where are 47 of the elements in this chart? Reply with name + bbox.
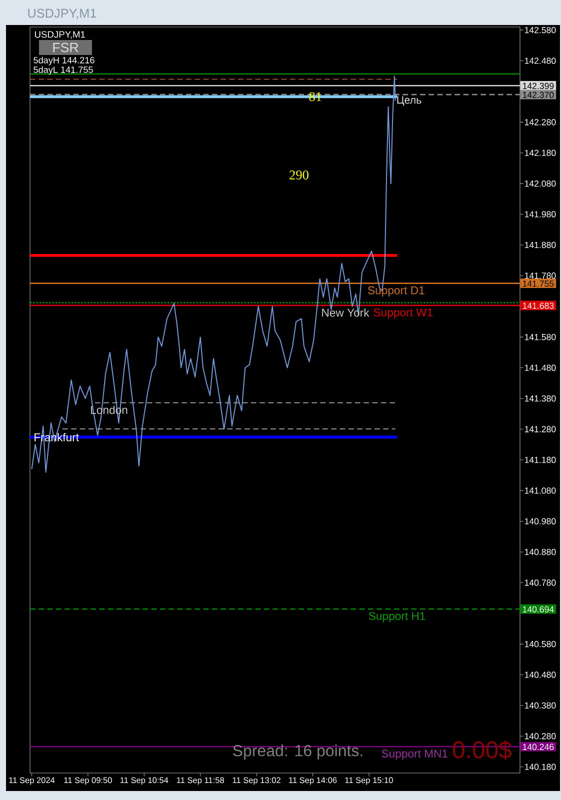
annotation: 5dayL 141.755 [34, 66, 93, 75]
y-tick-label: 140.780 [524, 580, 556, 586]
ref-line-label: 141.755 [522, 280, 554, 287]
annotation: Support MN1 [382, 750, 448, 760]
y-tick-label: 140.980 [524, 518, 556, 524]
x-tick-label: 11 Sep 2024 [9, 777, 55, 785]
y-tick-label: 140.180 [524, 764, 556, 770]
annotation: Support H1 [368, 612, 426, 622]
annotation: Цель [397, 96, 422, 106]
y-tick-label: 142.580 [524, 26, 556, 34]
y-tick-label: 142.280 [524, 119, 556, 126]
annotation: 5dayH 144.216 [34, 56, 94, 66]
y-tick-label: 142.480 [524, 58, 556, 64]
y-tick-label: 140.880 [524, 548, 556, 556]
chart-title: USDJPY,M1 [28, 8, 96, 20]
y-tick-label: 141.880 [524, 242, 556, 248]
y-tick-label: 140.280 [524, 733, 556, 740]
x-tick-label: 11 Sep 09:50 [64, 777, 112, 785]
x-tick-label: 11 Sep 13:02 [232, 777, 280, 785]
annotation: Support D1 [368, 286, 424, 297]
x-tick-label: 11 Sep 11:58 [177, 777, 224, 785]
annotation: Support W1 [374, 308, 433, 319]
y-tick-label: 141.780 [524, 272, 556, 279]
x-tick-label: 11 Sep 14:06 [289, 777, 337, 785]
y-tick-label: 141.980 [524, 211, 556, 218]
ref-line-label: 142.370 [522, 92, 554, 98]
y-tick-label: 141.580 [524, 334, 556, 340]
annotation: Spread: 16 points. [233, 744, 362, 760]
ref-line-label: 141.683 [522, 302, 554, 309]
y-tick-label: 141.380 [524, 395, 556, 402]
x-tick-label: 11 Sep 10:54 [120, 777, 168, 785]
y-tick-label: 141.280 [524, 426, 556, 432]
y-tick-label: 142.180 [524, 150, 556, 156]
y-tick-label: 142.080 [524, 180, 556, 187]
y-tick-label: 141.080 [524, 487, 556, 494]
y-tick-label: 141.480 [524, 364, 556, 371]
annotation: 290 [290, 170, 309, 180]
ref-line-label: 142.399 [522, 82, 554, 90]
y-tick-label: 140.380 [524, 702, 556, 709]
ref-line-label: 140.246 [522, 744, 554, 750]
y-tick-label: 140.480 [524, 672, 556, 678]
y-tick-label: 140.580 [524, 640, 556, 648]
ref-line-label: 140.694 [522, 606, 554, 612]
x-tick-label: 11 Sep 15:10 [345, 777, 393, 785]
chart-subtitle: USDJPY,M1 [34, 31, 85, 39]
y-tick-label: 141.180 [524, 456, 556, 463]
annotation: FSR [53, 42, 78, 52]
